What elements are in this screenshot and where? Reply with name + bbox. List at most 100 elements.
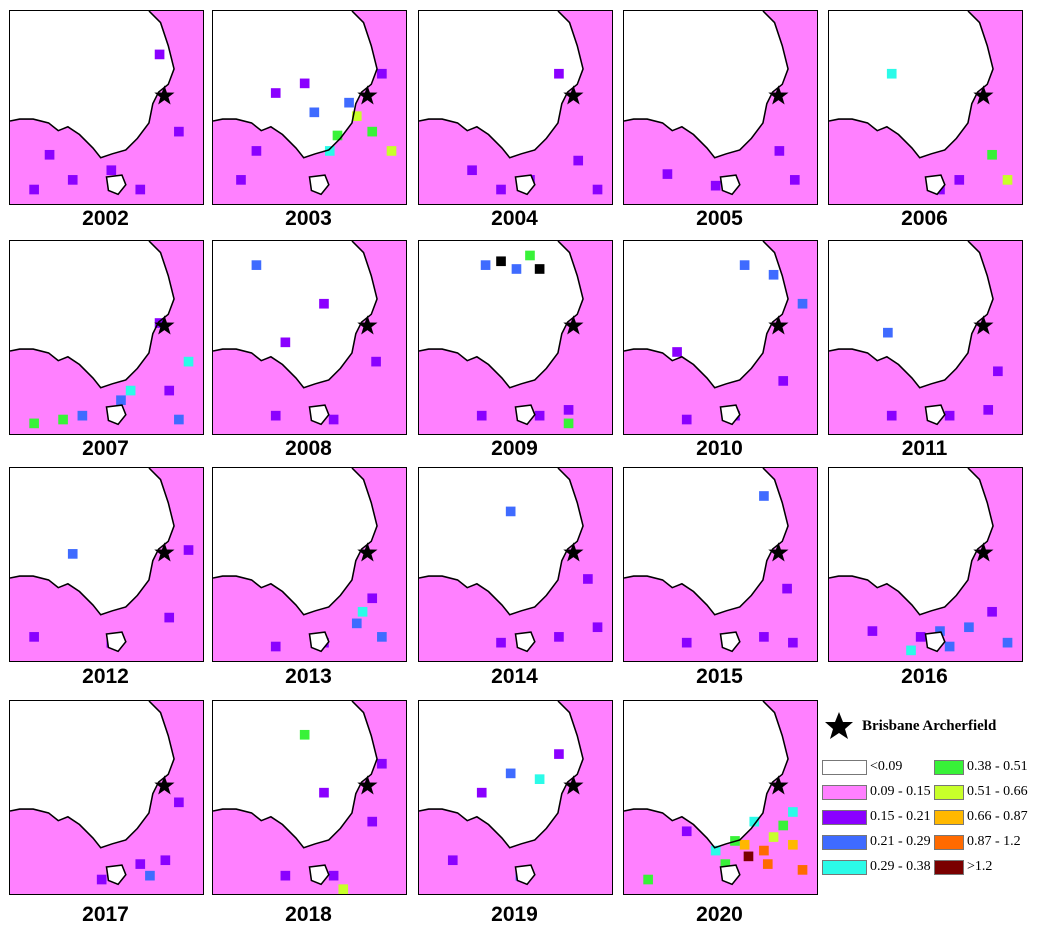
tasmania <box>719 404 741 426</box>
star-icon <box>825 712 853 739</box>
map-svg <box>829 11 1022 204</box>
grid-cell <box>251 260 262 270</box>
land-region <box>624 701 789 848</box>
legend-label: 0.15 - 0.21 <box>870 809 931 824</box>
map-panel-2010 <box>623 240 818 435</box>
grid-cell <box>749 816 760 827</box>
station-star-icon <box>154 85 175 105</box>
station-star-icon <box>563 85 584 105</box>
coastline <box>213 11 378 159</box>
legend-swatch <box>822 859 867 875</box>
coastline <box>624 468 789 616</box>
year-label: 2003 <box>285 207 332 230</box>
grid-cell <box>29 184 39 195</box>
grid-cell <box>1002 175 1013 185</box>
grid-cell <box>270 410 281 421</box>
map-svg <box>10 701 203 894</box>
grid-cell <box>573 155 584 166</box>
grid-cell <box>44 149 55 160</box>
map-svg <box>624 241 817 434</box>
grid-cell <box>534 264 545 274</box>
grid-cell <box>367 593 378 604</box>
grid-cell <box>983 405 994 415</box>
map-svg <box>624 468 817 661</box>
grid-cell <box>554 632 564 642</box>
grid-cell <box>886 410 897 421</box>
station-star-icon <box>973 85 994 105</box>
coastline <box>624 11 789 159</box>
grid-cell <box>788 637 798 648</box>
legend-item: 0.15 - 0.21 <box>822 808 931 826</box>
year-label: 2005 <box>696 207 743 230</box>
grid-cell <box>762 859 773 869</box>
map-panel-2015 <box>623 467 818 662</box>
year-label: 2006 <box>901 207 948 230</box>
grid-cell <box>583 574 593 584</box>
map-panel-2007 <box>9 240 204 435</box>
grid-cell <box>1002 637 1013 648</box>
year-label: 2019 <box>491 903 538 926</box>
grid-cell <box>681 414 692 425</box>
map-svg <box>624 11 817 204</box>
grid-cell <box>954 175 965 185</box>
grid-cell <box>29 418 39 429</box>
grid-cell <box>319 787 329 798</box>
land-region <box>213 241 378 388</box>
map-svg <box>213 11 406 204</box>
coastline <box>10 468 175 616</box>
station-star-icon <box>563 542 584 562</box>
tasmania <box>719 631 741 653</box>
grid-cell <box>505 506 516 517</box>
legend-item: 0.66 - 0.87 <box>934 808 1028 826</box>
grid-cell <box>778 376 789 386</box>
grid-cell <box>534 410 545 421</box>
grid-cell <box>643 874 653 885</box>
grid-cell <box>116 395 126 406</box>
grid-cell <box>720 859 731 869</box>
map-panel-2004 <box>418 10 613 205</box>
grid-cell <box>174 414 184 425</box>
grid-cell <box>511 264 522 274</box>
map-svg <box>419 241 612 434</box>
map-panel-2018 <box>212 700 407 895</box>
tasmania <box>308 864 330 886</box>
station-label: Brisbane Archerfield <box>862 717 997 734</box>
legend-swatch <box>934 809 964 825</box>
grid-cell <box>164 385 175 396</box>
land-region <box>829 468 994 615</box>
land-region <box>624 468 789 615</box>
map-panel-2020 <box>623 700 818 895</box>
legend-item: <0.09 <box>822 758 902 776</box>
land-region <box>419 11 584 158</box>
map-panel-2017 <box>9 700 204 895</box>
grid-cell <box>797 865 808 875</box>
grid-cell <box>759 632 769 642</box>
map-panel-2006 <box>828 10 1023 205</box>
grid-cell <box>58 414 68 425</box>
grid-cell <box>987 149 997 160</box>
land-region <box>10 701 175 848</box>
land-region <box>829 11 994 158</box>
grid-cell <box>106 165 117 176</box>
legend-swatch <box>934 834 964 850</box>
land-region <box>624 11 789 158</box>
legend-label: 0.51 - 0.66 <box>967 784 1028 799</box>
tasmania <box>105 631 127 653</box>
grid-cell <box>280 337 291 348</box>
grid-cell <box>174 126 184 137</box>
tasmania <box>924 174 946 196</box>
land-region <box>419 468 584 615</box>
year-label: 2012 <box>82 665 129 688</box>
grid-cell <box>480 260 491 270</box>
land-region <box>213 701 378 848</box>
year-label: 2017 <box>82 903 129 926</box>
grid-cell <box>534 774 545 784</box>
grid-cell <box>886 68 897 79</box>
map-panel-2011 <box>828 240 1023 435</box>
grid-cell <box>236 175 246 185</box>
grid-cell <box>183 545 194 555</box>
grid-cell <box>788 839 798 850</box>
year-label: 2015 <box>696 665 743 688</box>
station-star-icon <box>357 542 378 562</box>
coastline <box>10 11 175 159</box>
